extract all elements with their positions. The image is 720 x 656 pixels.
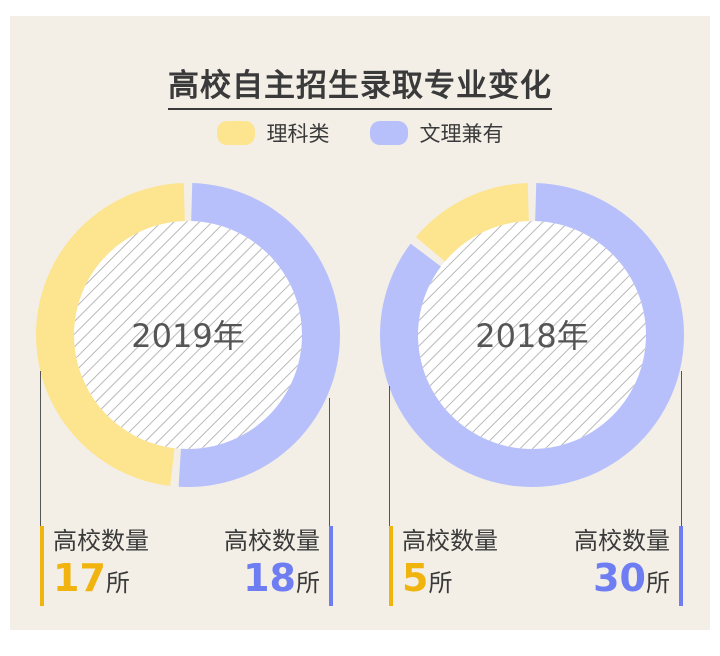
donut-year-label-2018: 2018年 [475,317,588,355]
donut-charts: 2019年 2018年 [36,183,684,488]
count-label: 高校数量 [574,527,670,555]
leader-line-2018-both [681,371,682,589]
count-label: 高校数量 [402,527,498,555]
count-unit: 所 [105,569,130,597]
legend-label-science: 理科类 [266,122,330,146]
count-value-2019-science: 17 [53,556,106,600]
donut-center-2018 [418,221,646,449]
count-2019-both: 高校数量 18所 [214,526,333,606]
donut-center-2019 [74,221,302,449]
count-2018-science: 高校数量 5所 [389,526,498,606]
slice-both-2019 [178,183,341,487]
count-value-2018-science: 5 [402,556,429,600]
count-unit: 所 [296,569,320,597]
legend-item-both: 文理兼有 [369,118,504,148]
slice-science-2019 [36,183,185,486]
count-unit: 所 [646,569,670,597]
count-2019-science: 高校数量 17所 [40,526,149,606]
donut-year-label-2019: 2019年 [131,317,244,355]
count-label: 高校数量 [53,527,149,555]
chart-title: 高校自主招生录取专业变化 [10,60,710,110]
legend-swatch-science [216,121,255,145]
leader-line-2019-science [40,371,41,589]
leader-line-2018-science [389,386,390,589]
legend: 理科类 文理兼有 [10,118,710,148]
count-value-2018-both: 30 [593,556,646,600]
legend-label-both: 文理兼有 [419,122,504,146]
slice-science-2018 [415,183,529,262]
count-label: 高校数量 [224,527,320,555]
leader-line-2019-both [329,398,330,588]
count-value-2019-both: 18 [243,556,296,600]
infographic-canvas: 高校自主招生录取专业变化 理科类 文理兼有 2019年 2018年 高校数量 17… [10,16,710,630]
legend-item-science: 理科类 [216,118,330,148]
legend-swatch-both [369,121,408,145]
count-unit: 所 [428,569,453,597]
count-2018-both: 高校数量 30所 [564,526,683,606]
